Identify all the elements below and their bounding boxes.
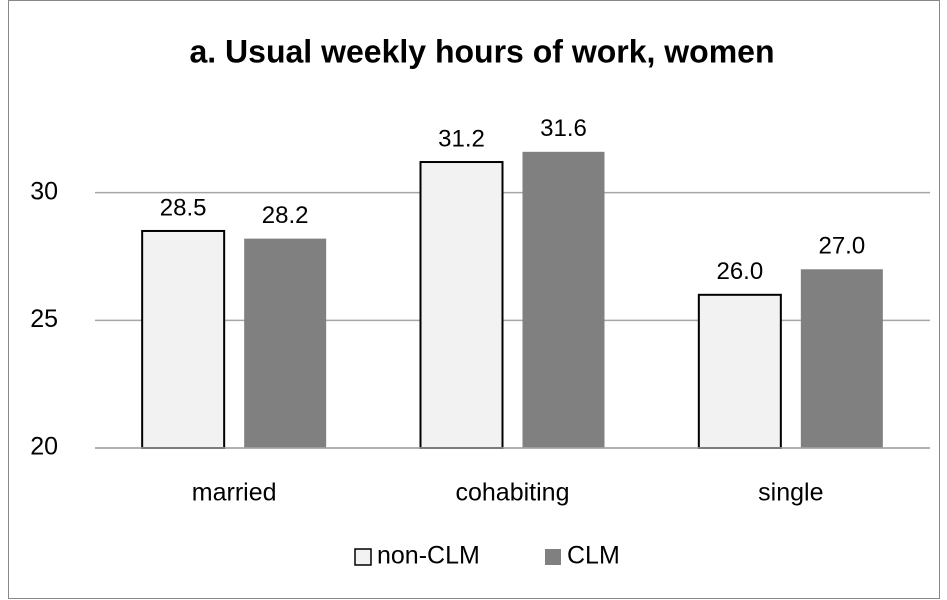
x-tick-label: married	[192, 479, 277, 507]
bar	[800, 269, 883, 448]
legend-label: non-CLM	[377, 542, 480, 570]
value-label: 26.0	[716, 258, 763, 285]
bar	[419, 161, 504, 449]
bar	[141, 229, 226, 449]
value-label: 27.0	[818, 233, 865, 260]
value-label: 28.2	[262, 202, 309, 229]
value-label: 28.5	[160, 194, 207, 221]
value-label: 31.6	[540, 115, 587, 142]
y-tick-label: 25	[30, 305, 58, 333]
x-tick-label: cohabiting	[456, 479, 570, 507]
bar	[522, 151, 605, 448]
value-label: 31.2	[438, 125, 485, 152]
y-tick-label: 20	[30, 433, 58, 461]
chart-title: a. Usual weekly hours of work, women	[189, 33, 774, 69]
legend-swatch	[545, 549, 561, 565]
legend-swatch	[354, 548, 372, 566]
bar	[697, 293, 782, 449]
bar	[244, 238, 327, 448]
legend-label: CLM	[567, 542, 620, 570]
y-tick-label: 30	[30, 177, 58, 205]
x-tick-label: single	[758, 479, 823, 507]
